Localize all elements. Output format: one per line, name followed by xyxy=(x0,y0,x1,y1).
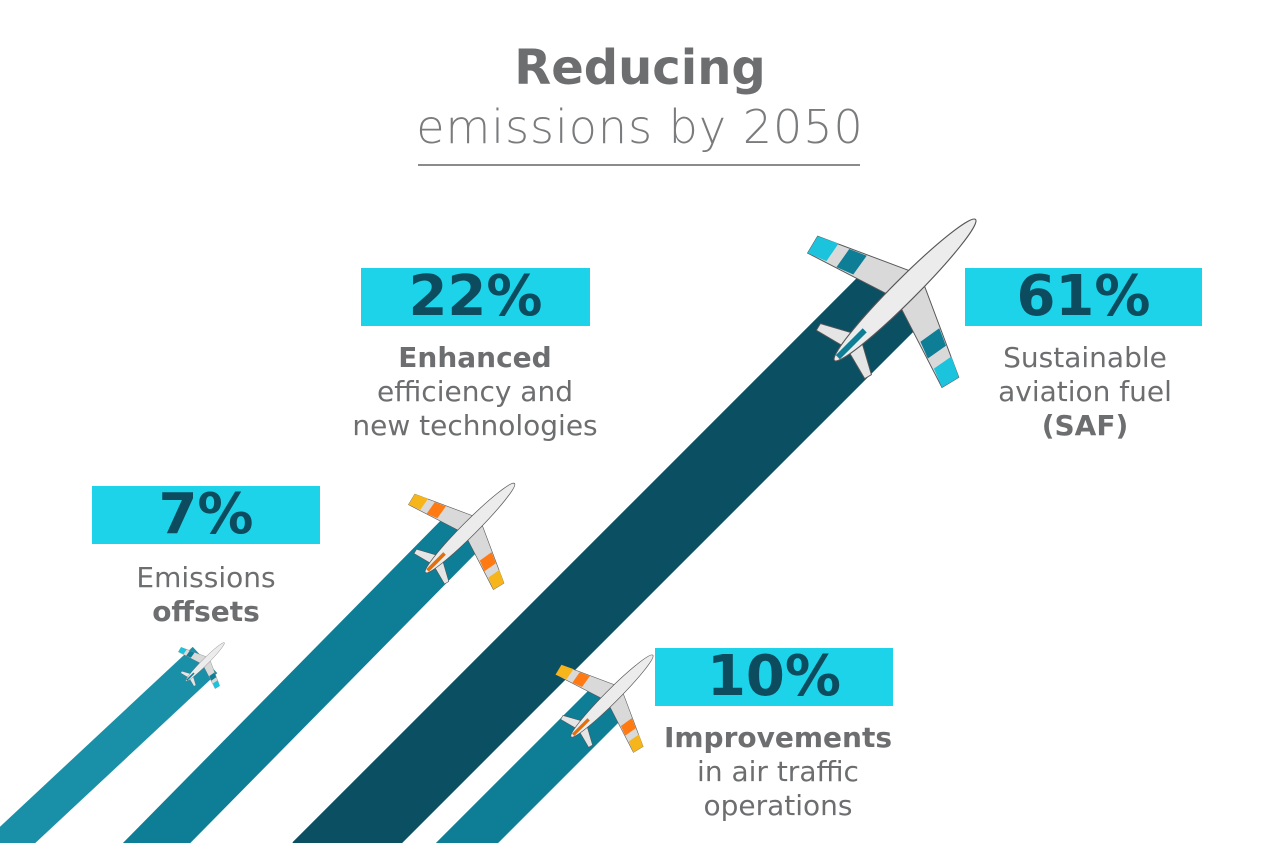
label-line: Sustainable xyxy=(1003,341,1167,374)
label-atm: Improvements in air traffic operations xyxy=(618,721,938,823)
flight-path-offsets xyxy=(0,646,218,843)
label-line: efficiency and xyxy=(377,375,573,408)
label-saf: Sustainable aviation fuel (SAF) xyxy=(925,341,1245,443)
flight-path-saf xyxy=(292,262,928,843)
percent-badge-offsets: 7% xyxy=(92,486,320,544)
percent-badge-efficiency: 22% xyxy=(361,268,590,326)
label-line: aviation fuel xyxy=(998,375,1172,408)
label-bold: Enhanced xyxy=(398,341,552,374)
label-line: new technologies xyxy=(352,409,598,442)
title-main: Reducing xyxy=(514,40,766,96)
label-line: operations xyxy=(703,789,853,822)
flight-path-efficiency xyxy=(122,508,488,843)
label-efficiency: Enhanced efficiency and new technologies xyxy=(315,341,635,443)
percent-badge-atm: 10% xyxy=(655,648,893,706)
label-offsets: Emissions offsets xyxy=(46,561,366,629)
title-underline xyxy=(418,164,860,166)
title-sub: emissions by 2050 xyxy=(416,100,864,154)
label-line: Emissions xyxy=(136,561,276,594)
label-line: in air traffic xyxy=(697,755,859,788)
percent-badge-saf: 61% xyxy=(965,268,1202,326)
label-bold: Improvements xyxy=(663,721,893,754)
label-bold: (SAF) xyxy=(1041,409,1129,442)
label-bold: offsets xyxy=(152,595,260,628)
